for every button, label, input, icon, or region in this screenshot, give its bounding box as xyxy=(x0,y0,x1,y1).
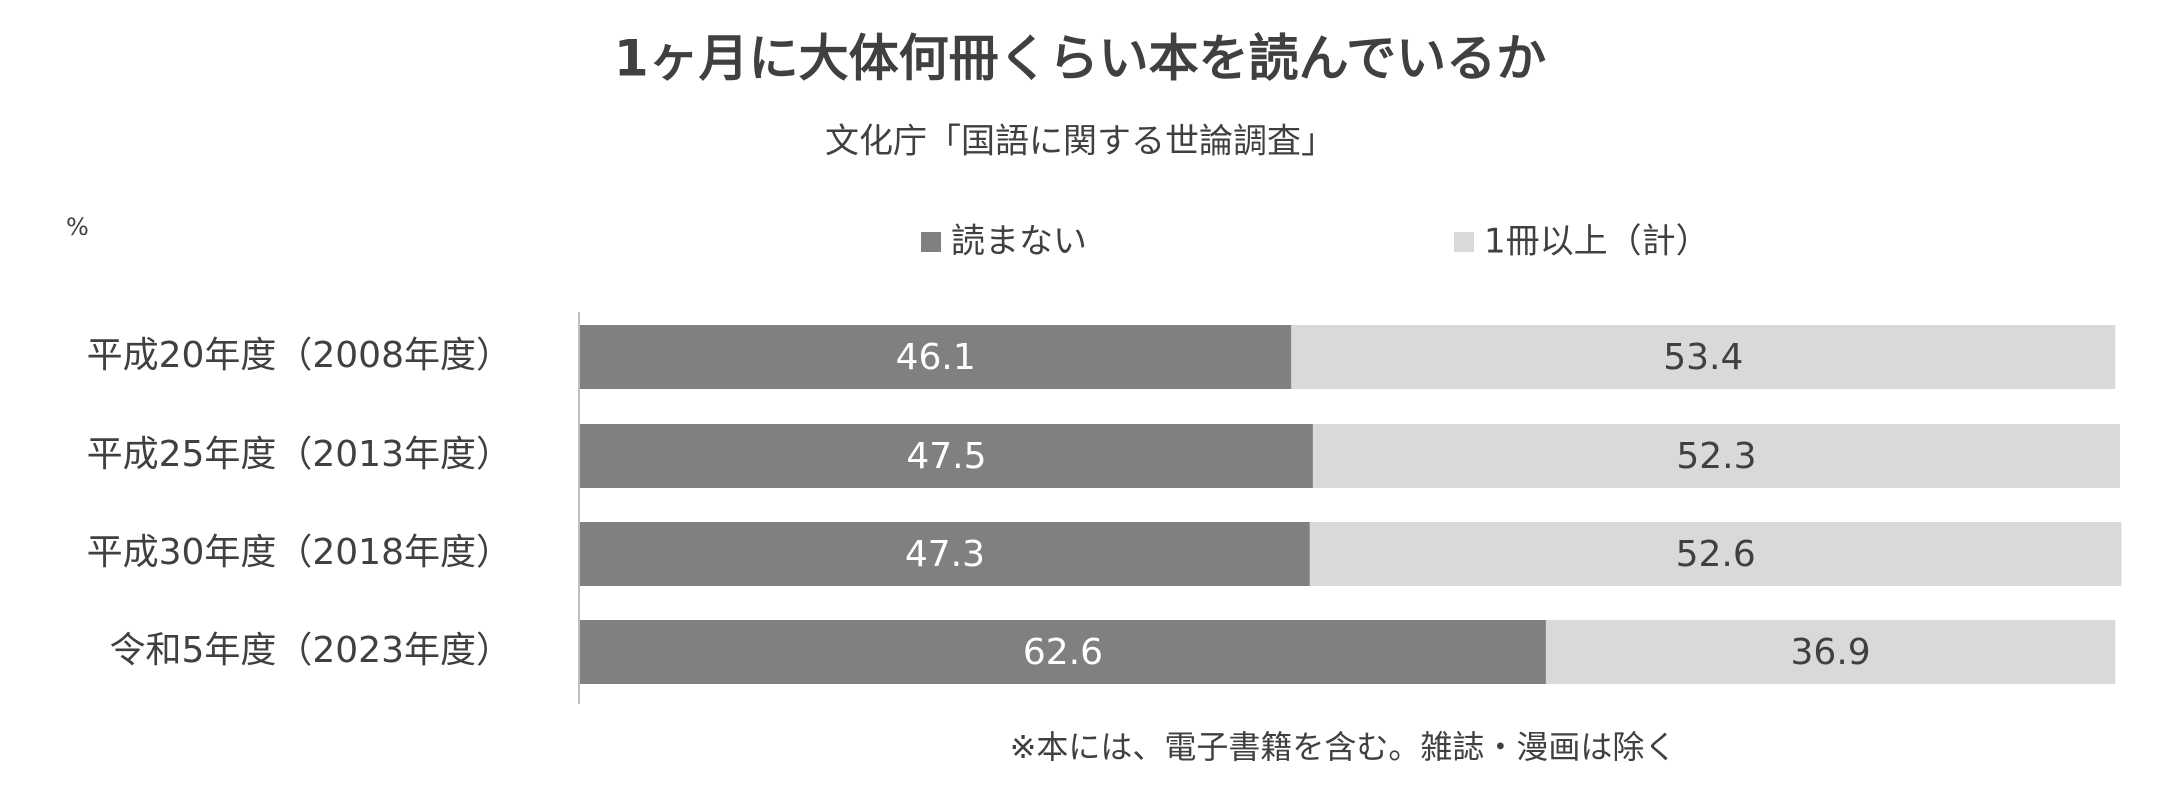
value-label: 53.4 xyxy=(1663,337,1743,378)
y-tick-label: 平成25年度（2013年度） xyxy=(87,434,512,475)
y-tick-label: 令和5年度（2023年度） xyxy=(109,630,512,671)
value-label: 52.6 xyxy=(1676,534,1756,575)
footnote: ※本には、電子書籍を含む。雑誌・漫画は除く xyxy=(1010,728,1677,766)
bar-segment xyxy=(1309,522,2122,586)
chart-title: 1ヶ月に大体何冊くらい本を読んでいるか xyxy=(614,30,1546,88)
value-label: 52.3 xyxy=(1676,436,1756,477)
legend-swatch xyxy=(921,232,941,252)
bar-segment xyxy=(580,522,1310,586)
y-tick-label: 平成30年度（2018年度） xyxy=(87,532,512,573)
value-label: 47.3 xyxy=(905,534,985,575)
bar-segment xyxy=(580,424,1313,488)
value-label: 46.1 xyxy=(896,337,976,378)
value-label: 47.5 xyxy=(906,436,986,477)
chart-subtitle: 文化庁「国語に関する世論調査」 xyxy=(825,122,1335,162)
bar-segment xyxy=(1312,424,2120,488)
bar-segment xyxy=(580,620,1546,684)
bar-segment xyxy=(1545,620,2116,684)
value-label: 62.6 xyxy=(1023,632,1103,673)
unit-label: % xyxy=(66,213,89,241)
legend-label: 1冊以上（計） xyxy=(1484,222,1710,262)
value-label: 36.9 xyxy=(1791,632,1871,673)
y-tick-label: 平成20年度（2008年度） xyxy=(87,335,512,376)
bar-segment xyxy=(580,325,1292,389)
bar-segment xyxy=(1291,325,2116,389)
legend-label: 読まない xyxy=(951,222,1087,262)
legend-swatch xyxy=(1454,232,1474,252)
